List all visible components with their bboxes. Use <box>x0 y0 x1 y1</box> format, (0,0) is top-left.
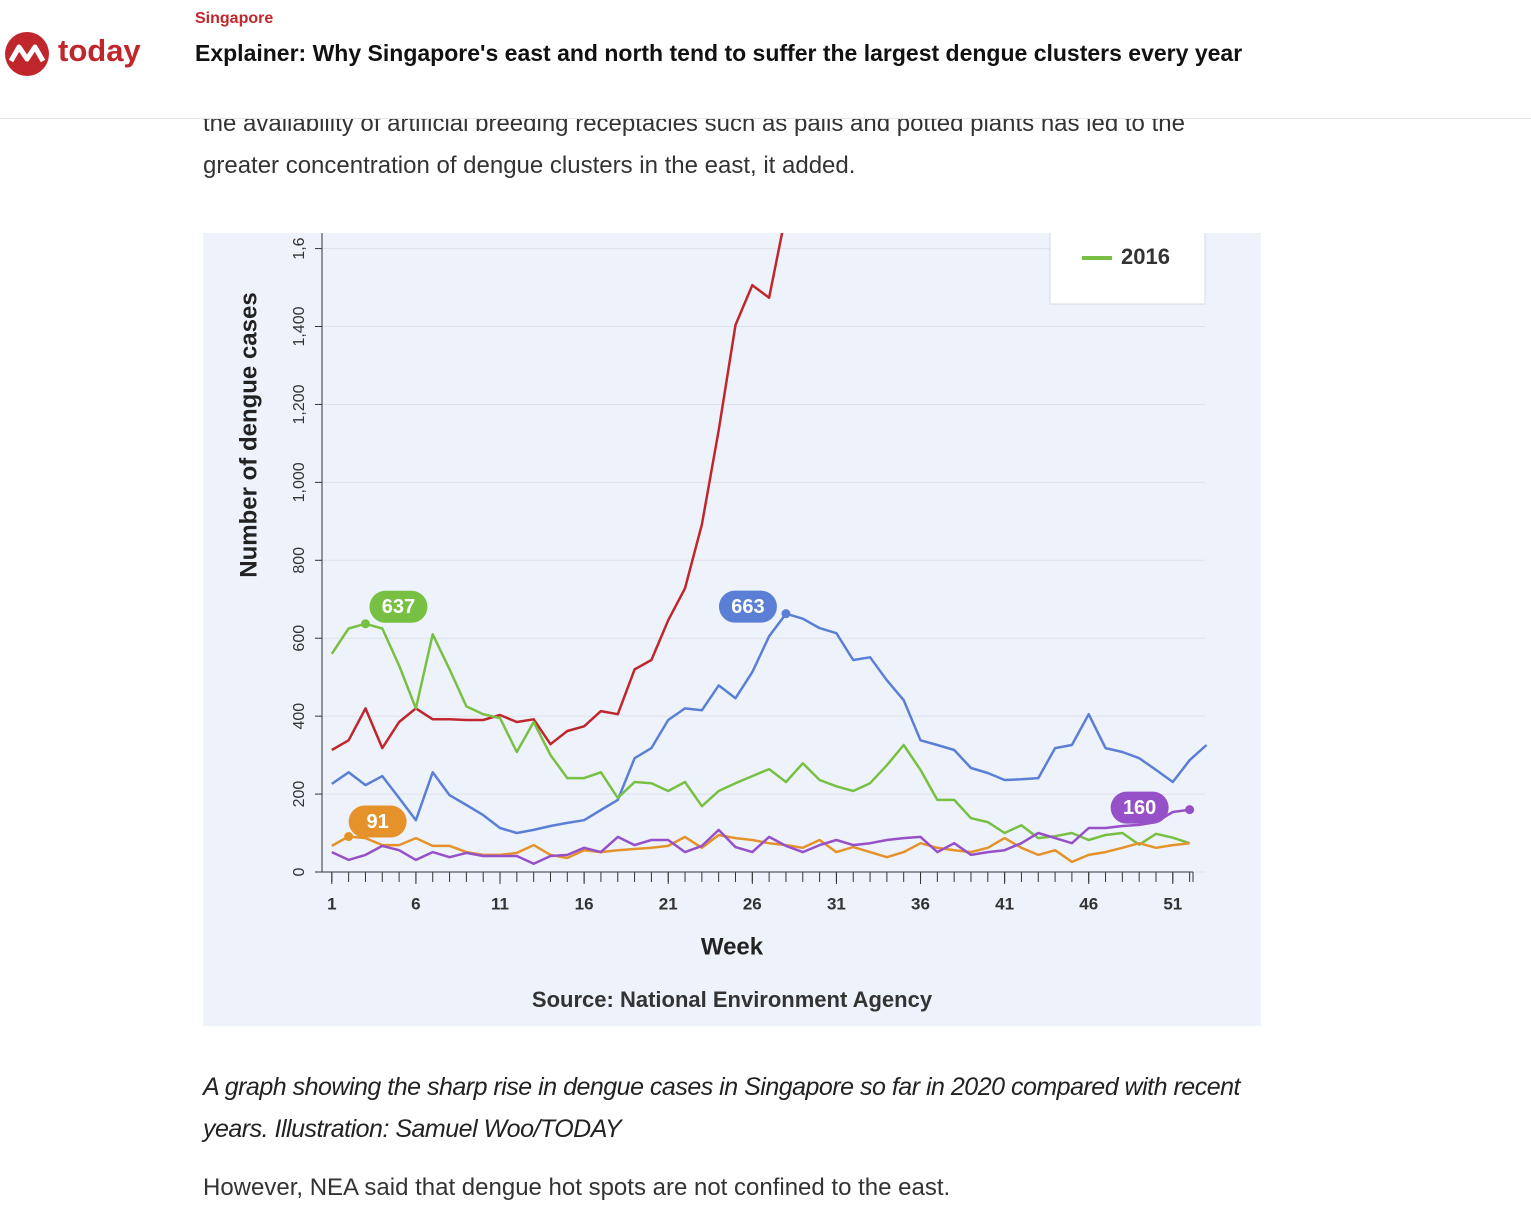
y-tick-label: 1,400 <box>291 306 308 346</box>
highlight-point <box>344 832 354 842</box>
y-tick-label: 200 <box>291 781 308 808</box>
x-tick-label: 31 <box>827 894 846 913</box>
series-line <box>330 622 1190 846</box>
label-bubble <box>1110 791 1169 824</box>
chart-background <box>203 233 1261 1026</box>
label-bubble <box>348 805 407 838</box>
article-title: Explainer: Why Singapore's east and nort… <box>195 40 1243 66</box>
data-label: 91 <box>367 811 389 833</box>
y-tick-label: 600 <box>291 625 308 652</box>
caption: A graph showing the sharp rise in dengue… <box>203 1073 1240 1143</box>
x-axis-title: Week <box>701 933 764 960</box>
x-tick-label: 36 <box>911 894 930 913</box>
legend-label: 2016 <box>1121 244 1170 269</box>
legend-box <box>1049 233 1206 305</box>
y-tick-label: 1,200 <box>291 384 308 424</box>
x-tick-label: 41 <box>995 894 1014 913</box>
label-bubble <box>369 590 428 623</box>
section-label[interactable]: Singapore <box>195 10 274 27</box>
data-label: 637 <box>382 596 415 618</box>
header: today Singapore Explainer: Why Singapore… <box>0 0 1531 119</box>
highlight-point <box>781 609 791 619</box>
logo-icon[interactable] <box>4 31 50 77</box>
x-tick-label: 46 <box>1079 894 1098 913</box>
x-tick-label: 26 <box>743 894 762 913</box>
series-line <box>331 808 1190 866</box>
data-label: 160 <box>1123 797 1156 819</box>
y-tick-label: 400 <box>291 703 308 730</box>
y-tick-label: 1,000 <box>291 462 308 502</box>
x-tick-label: 1 <box>327 894 336 913</box>
paragraph: However, NEA said that dengue hot spots … <box>203 1174 951 1201</box>
y-tick-label: 800 <box>291 547 308 574</box>
series-line <box>331 612 1208 835</box>
y-tick-label: 0 <box>291 867 308 876</box>
y-axis-title: Number of dengue cases <box>235 292 262 577</box>
x-tick-label: 21 <box>659 894 678 913</box>
x-tick-label: 51 <box>1163 894 1182 913</box>
highlight-point <box>360 619 370 629</box>
source-note: Source: National Environment Agency <box>532 987 933 1012</box>
highlight-point <box>1185 805 1195 815</box>
label-bubble <box>718 590 777 623</box>
data-label: 663 <box>731 596 764 618</box>
series-line <box>331 233 784 752</box>
x-tick-label: 11 <box>491 894 509 913</box>
logo-text[interactable]: today <box>58 33 141 68</box>
x-tick-label: 6 <box>411 894 420 913</box>
y-tick-label: 1,6 <box>291 237 308 259</box>
x-tick-label: 16 <box>575 894 594 913</box>
